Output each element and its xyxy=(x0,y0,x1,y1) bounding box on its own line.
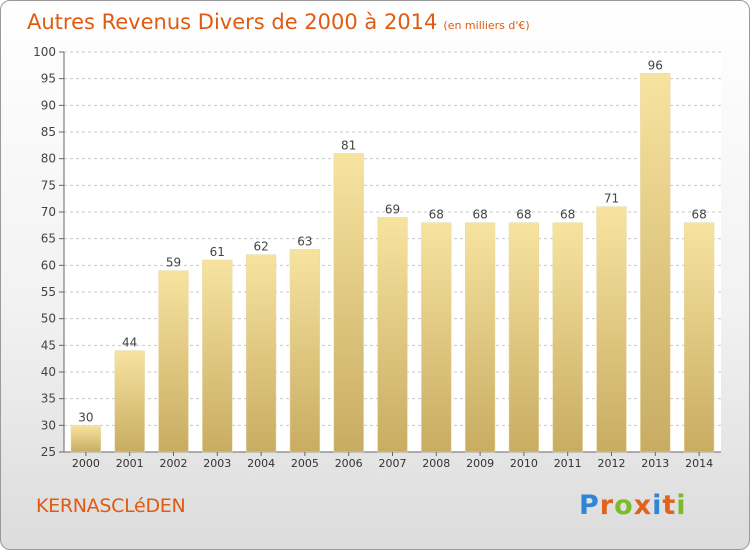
bar xyxy=(683,222,715,453)
proxiti-logo: Proxiti xyxy=(579,490,687,521)
bar xyxy=(508,222,540,453)
y-tick-label: 50 xyxy=(41,312,56,326)
bar-value-label: 63 xyxy=(297,234,312,248)
x-tick-label: 2013 xyxy=(641,457,669,470)
bar-value-label: 59 xyxy=(166,256,181,270)
y-tick-label: 30 xyxy=(41,418,56,432)
logo-letter: r xyxy=(599,490,615,521)
bar xyxy=(158,270,189,453)
logo-letter: i xyxy=(652,490,663,521)
y-tick-label: 80 xyxy=(41,152,56,166)
x-tick-label: 2003 xyxy=(203,457,231,470)
bar xyxy=(70,425,102,453)
bar xyxy=(202,259,233,453)
bar-value-label: 81 xyxy=(341,138,356,152)
logo-letter: x xyxy=(633,490,653,521)
bar-value-label: 61 xyxy=(210,245,225,259)
bar-value-label: 68 xyxy=(472,208,487,222)
x-tick-label: 2007 xyxy=(379,457,407,470)
x-tick-label: 2010 xyxy=(510,457,538,470)
logo-letter: o xyxy=(614,490,634,521)
chart-title: Autres Revenus Divers de 2000 à 2014 (en … xyxy=(27,10,530,34)
x-tick-label: 2011 xyxy=(554,457,582,470)
x-tick-label: 2008 xyxy=(422,457,450,470)
logo-letter: t xyxy=(662,490,677,521)
y-tick-label: 45 xyxy=(41,338,56,352)
x-tick-label: 2002 xyxy=(160,457,188,470)
bar xyxy=(596,206,627,453)
bar-value-label: 30 xyxy=(78,410,93,424)
bar xyxy=(552,222,583,453)
y-tick-label: 100 xyxy=(33,45,56,59)
y-tick-label: 40 xyxy=(41,365,56,379)
bar xyxy=(464,222,496,453)
logo-letter: P xyxy=(579,490,600,521)
bar-value-label: 96 xyxy=(648,58,663,72)
x-tick-label: 2004 xyxy=(247,457,275,470)
chart-unit: (en milliers d'€) xyxy=(443,19,530,32)
commune-name: KERNASCLéDEN xyxy=(36,495,186,517)
bar xyxy=(245,254,277,453)
y-tick-label: 70 xyxy=(41,205,56,219)
x-tick-label: 2000 xyxy=(72,457,100,470)
bar-value-label: 44 xyxy=(122,336,137,350)
x-tick-label: 2012 xyxy=(598,457,626,470)
bar-value-label: 68 xyxy=(560,208,575,222)
bar-value-label: 68 xyxy=(516,208,531,222)
x-tick-label: 2001 xyxy=(116,457,144,470)
bar-value-label: 71 xyxy=(604,192,619,206)
bar xyxy=(640,73,671,453)
bar xyxy=(333,153,364,453)
bar-value-label: 62 xyxy=(253,240,268,254)
bar-value-label: 69 xyxy=(385,202,400,216)
bar xyxy=(377,217,408,453)
x-tick-label: 2005 xyxy=(291,457,319,470)
bar xyxy=(289,249,321,453)
bar xyxy=(421,222,452,453)
bar-value-label: 68 xyxy=(429,208,444,222)
y-tick-label: 25 xyxy=(41,445,56,459)
bar xyxy=(114,350,145,453)
logo-letter: i xyxy=(676,490,687,521)
chart-title-text: Autres Revenus Divers de 2000 à 2014 xyxy=(27,10,438,34)
x-tick-label: 2009 xyxy=(466,457,494,470)
x-tick-label: 2014 xyxy=(685,457,713,470)
y-tick-label: 55 xyxy=(41,285,56,299)
y-tick-label: 85 xyxy=(41,125,56,139)
y-tick-label: 65 xyxy=(41,232,56,246)
bar-value-label: 68 xyxy=(691,208,706,222)
y-tick-label: 60 xyxy=(41,258,56,272)
y-tick-label: 95 xyxy=(41,72,56,86)
x-tick-label: 2006 xyxy=(335,457,363,470)
y-tick-label: 35 xyxy=(41,392,56,406)
y-tick-label: 90 xyxy=(41,98,56,112)
y-tick-label: 75 xyxy=(41,178,56,192)
